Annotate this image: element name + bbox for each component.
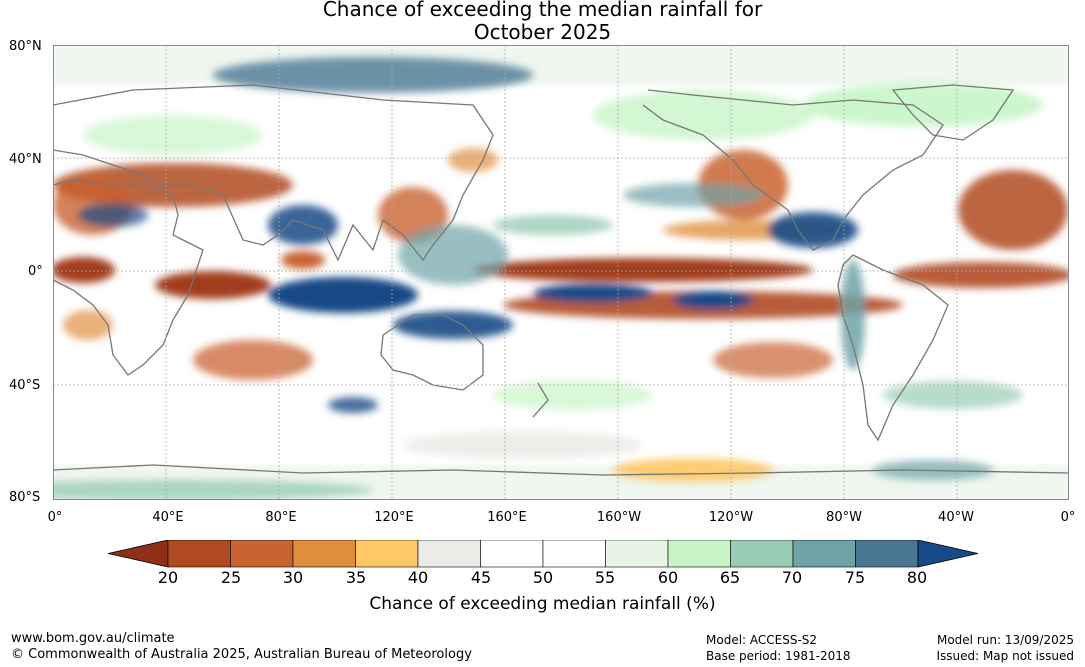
colorbar-title: Chance of exceeding median rainfall (%) (369, 594, 716, 614)
map-subtitle: October 2025 (473, 20, 612, 44)
lon-label: 80°W (826, 510, 862, 525)
lon-label: 120°E (374, 510, 414, 525)
lat-label-0: 0° (28, 264, 43, 279)
colorbar-segment (855, 540, 919, 568)
colorbar-tick: 55 (594, 568, 616, 587)
colorbar-tick: 60 (657, 568, 679, 587)
lon-label: 80°E (265, 510, 297, 525)
coastlines (53, 84, 1069, 476)
colorbar-tick: 40 (407, 568, 429, 587)
colorbar-segment (480, 540, 544, 568)
colorbar-tick: 20 (157, 568, 179, 587)
colorbar-tick: 65 (719, 568, 741, 587)
colorbar-tick: 70 (781, 568, 803, 587)
colorbar-tick: 30 (282, 568, 304, 587)
colorbar-tick: 25 (220, 568, 242, 587)
colorbar-extend-high (917, 540, 978, 568)
lat-label-40s: 40°S (9, 378, 41, 393)
lon-label: 40°E (152, 510, 184, 525)
lon-label: 160°W (596, 510, 642, 525)
colorbar-segment (730, 540, 794, 568)
colorbar-segment (417, 540, 481, 568)
map-title: Chance of exceeding the median rainfall … (322, 0, 763, 21)
colorbar-segment (167, 540, 231, 568)
graticule (53, 45, 1069, 500)
colorbar-segment (667, 540, 731, 568)
colorbar-tick: 35 (345, 568, 367, 587)
colorbar-segment (542, 540, 606, 568)
colorbar-tick: 80 (906, 568, 928, 587)
lon-label: 160°E (487, 510, 527, 525)
lat-label-80n: 80°N (9, 39, 42, 54)
colorbar-segment (605, 540, 669, 568)
colorbar-segment (292, 540, 356, 568)
colorbar-segment (230, 540, 294, 568)
footer-copyright: © Commonwealth of Australia 2025, Austra… (11, 647, 472, 662)
colorbar-segment (355, 540, 419, 568)
lat-label-40n: 40°N (9, 152, 42, 167)
lon-label: 40°W (938, 510, 974, 525)
footer-model-run: Model run: 13/09/2025 (936, 633, 1074, 647)
colorbar-extend-low (108, 540, 169, 568)
rainfall-map (53, 45, 1069, 500)
lon-label: 0° (1060, 510, 1076, 525)
colorbar-tick: 50 (532, 568, 554, 587)
colorbar (108, 540, 978, 568)
footer-url: www.bom.gov.au/climate (11, 631, 175, 646)
lat-label-80s: 80°S (9, 490, 41, 505)
lon-label: 0° (47, 510, 63, 525)
colorbar-tick: 75 (844, 568, 866, 587)
lon-label: 120°W (708, 510, 754, 525)
colorbar-tick: 45 (470, 568, 492, 587)
colorbar-segment (792, 540, 856, 568)
footer-base-period: Base period: 1981-2018 (706, 649, 851, 663)
footer-model: Model: ACCESS-S2 (706, 633, 818, 647)
footer-issued: Issued: Map not issued (936, 649, 1074, 663)
